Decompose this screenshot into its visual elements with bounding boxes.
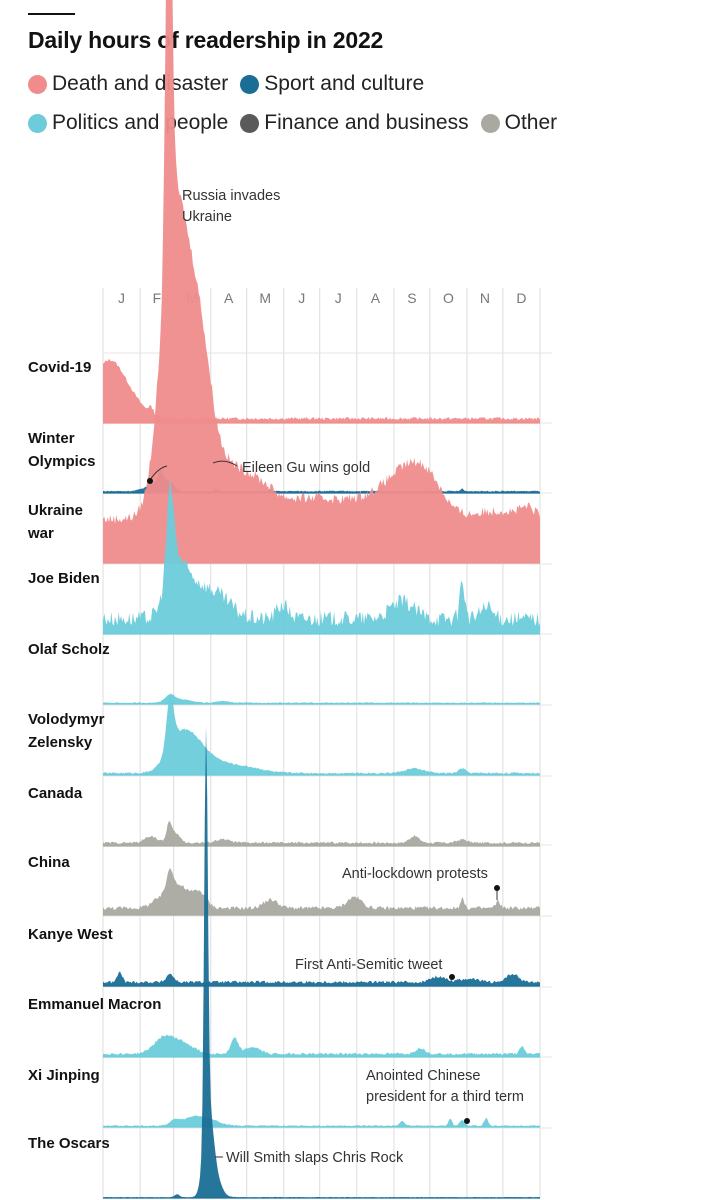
legend-item-other: Other [480,111,558,135]
row-label-0: Covid-19 [28,359,91,376]
row-label-8: Kanye West [28,926,113,943]
annotation-2: Anti-lockdown protests [342,866,488,882]
legend-item-death-disaster: Death and disaster [28,72,228,96]
annotations: Russia invades Ukraine Eileen Gu wins gold… [147,188,524,1166]
row-label-5: Volodymyr Zelensky [28,711,105,751]
area-series [103,0,540,1199]
top-rule [28,13,75,15]
marker-anti-semitic-tweet [449,974,455,980]
leader-eileen-gu-2 [149,465,168,481]
area-covid-19 [103,358,540,423]
legend-swatch-sport-culture [240,74,260,94]
month-label: S [407,290,416,306]
legend-swatch-other [480,113,500,133]
area-olaf-scholz [103,693,540,704]
marker-anti-lockdown [494,885,500,891]
month-label: A [371,290,381,306]
area-china [103,867,540,915]
legend-item-politics-people: Politics and people [28,111,228,135]
annotation-5: Will Smith slaps Chris Rock [226,1150,404,1166]
row-label-10: Xi Jinping [28,1067,100,1084]
area-volodymyr-zelensky [103,694,540,775]
legend-label: Death and disaster [52,72,229,95]
chart-title: Daily hours of readership in 2022 [28,27,384,53]
legend-swatch-death-disaster [28,74,47,94]
row-label-2: Ukraine war [27,502,83,542]
month-label: A [224,290,234,306]
legend-label: Politics and people [52,111,229,134]
row-label-4: Olaf Scholz [28,641,110,658]
area-emmanuel-macron [103,1034,540,1057]
row-label-9: Emmanuel Macron [28,996,161,1013]
area-xi-jinping [103,1115,540,1127]
row-label-6: Canada [28,785,83,802]
row-label-7: China [28,854,70,871]
month-label: J [335,290,342,306]
annotation-4: Anointed Chinese president for a third te… [366,1068,524,1105]
month-label: J [298,290,305,306]
legend-item-finance-business: Finance and business [240,111,469,135]
annotation-0: Russia invades Ukraine [182,188,280,225]
marker-eileen-gu [147,478,153,484]
legend-swatch-finance-business [240,113,260,133]
row-label-3: Joe Biden [28,570,100,587]
month-label: J [118,290,125,306]
annotation-3: First Anti-Semitic tweet [295,957,442,973]
month-label: N [480,290,490,306]
marker-xi-third-term [464,1118,470,1124]
month-label: F [153,290,162,306]
row-labels: Covid-19 Winter Olympics Ukraine war Joe Bide… [27,359,161,1152]
area-canada [103,821,540,846]
annotation-1: Eileen Gu wins gold [242,460,370,476]
row-label-11: The Oscars [28,1135,110,1152]
legend-row-2: Politics and people Finance and business… [28,111,569,135]
legend-label: Sport and culture [264,72,425,95]
legend-item-sport-culture: Sport and culture [240,72,424,96]
legend-row-1: Death and disaster Sport and culture [28,72,436,96]
area-ukraine-war [103,0,540,563]
area-kanye-west [103,971,540,986]
legend-label: Finance and business [264,111,469,134]
month-label: O [443,290,454,306]
legend-swatch-politics-people [28,113,47,133]
month-label: M [259,290,271,306]
month-label: D [516,290,526,306]
area-joe-biden [103,478,540,634]
leader-eileen-gu [212,460,238,467]
row-label-1: Winter Olympics [28,430,96,470]
legend-label: Other [504,111,558,134]
